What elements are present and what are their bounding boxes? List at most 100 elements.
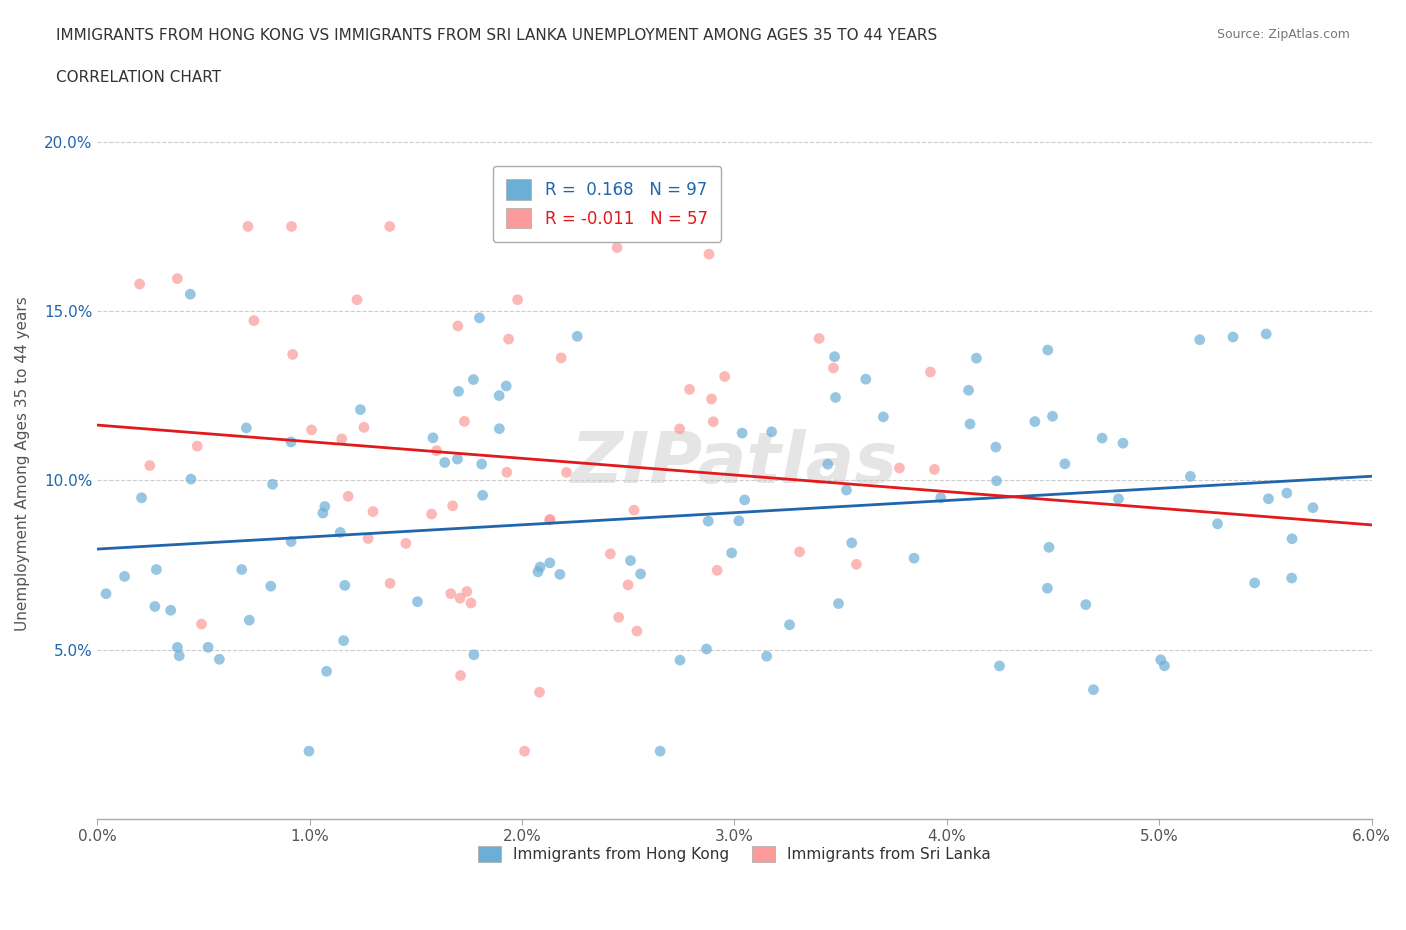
Text: ZIPatlas: ZIPatlas — [571, 429, 898, 498]
Point — [727, 513, 749, 528]
Point — [538, 512, 561, 527]
Point — [395, 536, 418, 551]
Point — [1281, 531, 1303, 546]
Point — [957, 383, 980, 398]
Point — [406, 594, 429, 609]
Point — [312, 506, 335, 521]
Point — [824, 390, 846, 405]
Point — [361, 504, 384, 519]
Point — [529, 560, 551, 575]
Point — [668, 421, 690, 436]
Point — [986, 473, 1008, 488]
Point — [538, 555, 561, 570]
Point — [280, 219, 302, 234]
Point — [678, 382, 700, 397]
Point — [706, 563, 728, 578]
Point — [488, 421, 510, 436]
Point — [599, 547, 621, 562]
Point — [231, 562, 253, 577]
Point — [538, 512, 561, 527]
Point — [755, 649, 778, 664]
Point — [349, 402, 371, 417]
Point — [460, 595, 482, 610]
Point — [929, 490, 952, 505]
Point — [1243, 576, 1265, 591]
Point — [447, 318, 470, 333]
Point — [441, 498, 464, 513]
Point — [446, 452, 468, 467]
Point — [471, 457, 494, 472]
Point — [346, 292, 368, 307]
Point — [1150, 652, 1173, 667]
Point — [420, 507, 443, 522]
Point — [449, 591, 471, 605]
Point — [330, 432, 353, 446]
Point — [139, 458, 162, 473]
Point — [180, 472, 202, 486]
Point — [988, 658, 1011, 673]
Point — [1036, 342, 1059, 357]
Point — [607, 610, 630, 625]
Point — [855, 372, 877, 387]
Point — [550, 351, 572, 365]
Point — [463, 647, 485, 662]
Point — [808, 331, 831, 346]
Point — [513, 744, 536, 759]
Point — [889, 460, 911, 475]
Text: IMMIGRANTS FROM HONG KONG VS IMMIGRANTS FROM SRI LANKA UNEMPLOYMENT AMONG AGES 3: IMMIGRANTS FROM HONG KONG VS IMMIGRANTS … — [56, 28, 938, 43]
Point — [1281, 571, 1303, 586]
Point — [1036, 581, 1059, 596]
Point — [337, 489, 360, 504]
Point — [617, 578, 640, 592]
Text: Source: ZipAtlas.com: Source: ZipAtlas.com — [1216, 28, 1350, 41]
Point — [488, 388, 510, 403]
Legend: Immigrants from Hong Kong, Immigrants from Sri Lanka: Immigrants from Hong Kong, Immigrants fr… — [471, 840, 997, 868]
Point — [1053, 457, 1076, 472]
Point — [243, 313, 266, 328]
Point — [1024, 414, 1046, 429]
Point — [1038, 539, 1060, 554]
Point — [779, 618, 801, 632]
Point — [555, 465, 578, 480]
Point — [761, 424, 783, 439]
Point — [669, 653, 692, 668]
Point — [1222, 329, 1244, 344]
Point — [823, 361, 845, 376]
Point — [700, 392, 723, 406]
Point — [353, 420, 375, 435]
Point — [734, 493, 756, 508]
Point — [440, 586, 463, 601]
Point — [1257, 491, 1279, 506]
Point — [447, 384, 470, 399]
Point — [965, 351, 987, 365]
Point — [845, 557, 868, 572]
Point — [236, 219, 259, 234]
Point — [262, 477, 284, 492]
Point — [1256, 326, 1278, 341]
Point — [186, 439, 208, 454]
Point — [1107, 491, 1129, 506]
Point — [280, 534, 302, 549]
Point — [378, 219, 401, 234]
Point — [789, 544, 811, 559]
Point — [841, 536, 863, 551]
Point — [835, 483, 858, 498]
Point — [235, 420, 257, 435]
Point — [824, 350, 846, 365]
Point — [872, 409, 894, 424]
Point — [920, 365, 942, 379]
Point — [456, 584, 478, 599]
Point — [619, 553, 641, 568]
Point — [190, 617, 212, 631]
Point — [426, 444, 449, 458]
Point — [696, 642, 718, 657]
Point — [329, 525, 352, 540]
Point — [697, 513, 720, 528]
Point — [159, 603, 181, 618]
Point — [702, 414, 724, 429]
Point — [650, 744, 672, 759]
Point — [720, 546, 742, 561]
Point — [1188, 332, 1211, 347]
Point — [468, 311, 491, 325]
Point — [166, 640, 188, 655]
